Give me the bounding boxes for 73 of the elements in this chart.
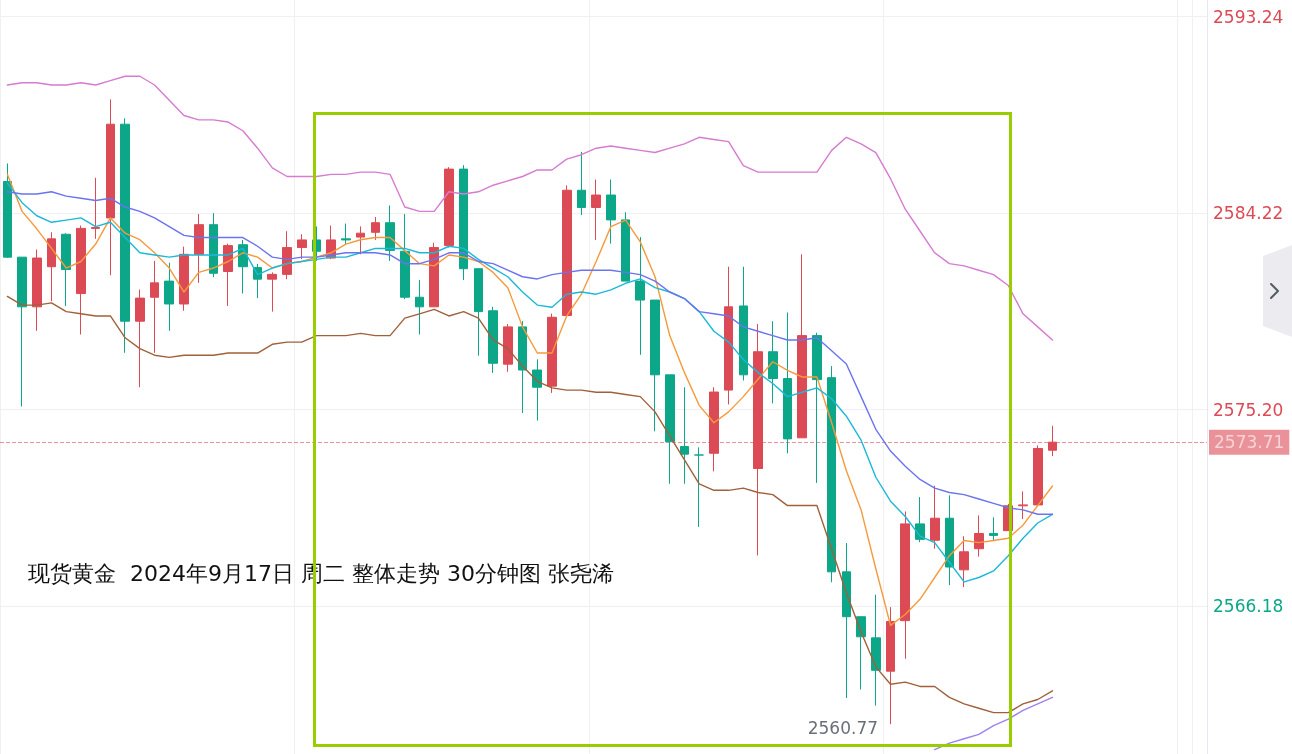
candlestick bbox=[429, 242, 439, 308]
candlestick bbox=[385, 205, 395, 262]
candlestick bbox=[753, 323, 763, 556]
candlestick bbox=[974, 514, 984, 558]
candlestick bbox=[503, 323, 513, 373]
candlestick bbox=[797, 253, 807, 439]
candlestick bbox=[459, 164, 468, 281]
candlestick bbox=[989, 516, 998, 542]
candlestick bbox=[812, 332, 822, 484]
candlestick bbox=[842, 542, 851, 699]
candlestick bbox=[106, 98, 115, 276]
candlestick bbox=[783, 312, 792, 454]
candlestick bbox=[886, 606, 895, 725]
candlestick bbox=[341, 223, 351, 246]
candlestick bbox=[415, 279, 424, 336]
candlestick bbox=[474, 268, 483, 357]
candlestick bbox=[47, 231, 56, 302]
candlestick bbox=[724, 266, 733, 405]
candlestick bbox=[120, 117, 130, 354]
candlestick bbox=[606, 179, 616, 245]
candlestick bbox=[164, 262, 174, 332]
candlestick bbox=[768, 320, 778, 404]
y-tick-label: 2593.24 bbox=[1213, 6, 1284, 27]
candlestick bbox=[532, 358, 542, 422]
candlestick bbox=[739, 266, 748, 381]
candlestick bbox=[32, 249, 42, 332]
candlestick bbox=[547, 313, 557, 394]
candlestick bbox=[591, 179, 601, 241]
ref-line-label: 2573.71 bbox=[1214, 432, 1285, 453]
y-tick-label: 2566.18 bbox=[1213, 596, 1284, 617]
candlestick bbox=[709, 386, 719, 472]
candlestick bbox=[17, 256, 27, 407]
candlestick bbox=[297, 233, 307, 260]
candlestick bbox=[930, 485, 940, 550]
candlestick bbox=[562, 184, 572, 317]
candlestick bbox=[135, 289, 145, 388]
candlestick bbox=[444, 166, 454, 249]
candlestick bbox=[488, 306, 498, 374]
candlestick bbox=[209, 212, 218, 278]
annotation: 2560.77 bbox=[807, 718, 879, 739]
candlestick bbox=[91, 177, 100, 240]
candlestick bbox=[900, 510, 910, 660]
candlestick bbox=[871, 594, 881, 707]
candlestick bbox=[1033, 444, 1043, 506]
y-tick-label: 2575.20 bbox=[1213, 399, 1284, 420]
candlestick bbox=[371, 216, 380, 241]
candlestick bbox=[150, 260, 159, 354]
candlestick bbox=[827, 365, 836, 583]
candlestick bbox=[1018, 490, 1028, 520]
candlestick bbox=[945, 494, 954, 586]
y-tick-label: 2584.22 bbox=[1213, 203, 1284, 224]
candlestick bbox=[959, 535, 969, 588]
line-series bbox=[933, 696, 1054, 751]
candlestick bbox=[356, 225, 365, 255]
candlestick bbox=[665, 374, 675, 485]
candlestick bbox=[179, 246, 189, 312]
candlestick bbox=[694, 446, 704, 528]
candlestick bbox=[650, 299, 660, 432]
candlestick bbox=[635, 236, 645, 356]
candlestick bbox=[621, 211, 630, 282]
line-series bbox=[6, 191, 1054, 515]
candlestick bbox=[76, 225, 86, 336]
candlestick bbox=[400, 213, 410, 300]
candlestick bbox=[680, 386, 689, 485]
candlestick bbox=[61, 232, 71, 307]
candlestick bbox=[194, 213, 204, 284]
candlestick bbox=[1048, 425, 1057, 457]
candlestick bbox=[267, 271, 277, 313]
candlestick bbox=[577, 151, 586, 216]
candlestick bbox=[518, 320, 527, 414]
candlestick bbox=[3, 162, 12, 259]
line-series bbox=[6, 75, 1054, 341]
line-series bbox=[6, 295, 1054, 714]
